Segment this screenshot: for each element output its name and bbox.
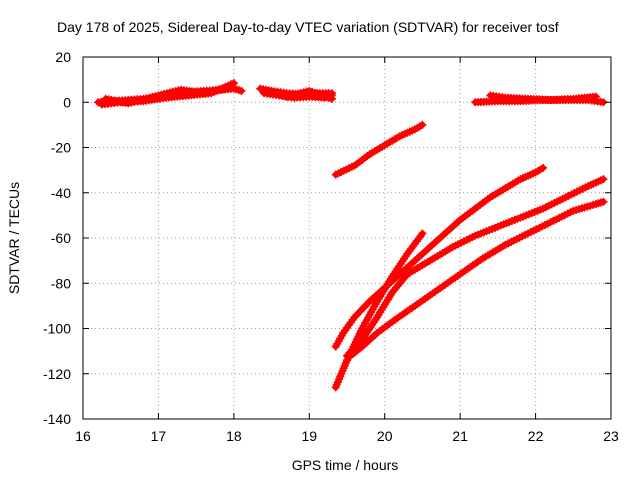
x-axis-label: GPS time / hours	[292, 457, 399, 473]
data-series	[331, 163, 548, 351]
data-series	[101, 84, 231, 108]
y-tick-label: -80	[51, 275, 71, 291]
x-tick-label: 17	[151, 428, 167, 444]
data-point-marker	[539, 163, 548, 172]
y-axis-label: SDTVAR / TECUs	[6, 182, 22, 294]
y-tick-label: -40	[51, 185, 71, 201]
y-tick-label: -60	[51, 230, 71, 246]
data-point-marker	[599, 197, 608, 206]
axis-ticks: 16 17 18 19 20 21 22 23 20 0 -20 -40 -60 -80 -100 -120 -…	[43, 49, 619, 444]
data-point-marker	[229, 79, 238, 88]
data-series	[331, 120, 427, 179]
chart-title: Day 178 of 2025, Sidereal Day-to-day VTE…	[57, 19, 559, 35]
data-point-marker	[418, 120, 427, 129]
y-tick-label: -140	[43, 411, 71, 427]
y-tick-label: -20	[51, 140, 71, 156]
y-tick-label: 0	[63, 94, 71, 110]
data-point-marker	[591, 92, 600, 101]
data-series	[346, 197, 608, 360]
x-tick-label: 19	[301, 428, 317, 444]
x-tick-label: 16	[75, 428, 91, 444]
grid-lines	[83, 57, 611, 419]
x-tick-label: 21	[452, 428, 468, 444]
y-tick-label: 20	[55, 49, 71, 65]
data-point-marker	[418, 229, 427, 238]
data-point-marker	[222, 84, 231, 93]
data-series	[263, 86, 336, 103]
x-tick-label: 22	[528, 428, 544, 444]
data-series-group	[94, 79, 608, 392]
data-series	[343, 175, 608, 360]
y-tick-label: -120	[43, 366, 71, 382]
x-tick-label: 20	[377, 428, 393, 444]
data-point-marker	[599, 175, 608, 184]
data-point-marker	[237, 86, 246, 95]
y-tick-label: -100	[43, 321, 71, 337]
x-tick-label: 18	[226, 428, 242, 444]
data-series	[486, 91, 600, 104]
data-point-marker	[327, 94, 336, 103]
x-tick-label: 23	[603, 428, 619, 444]
